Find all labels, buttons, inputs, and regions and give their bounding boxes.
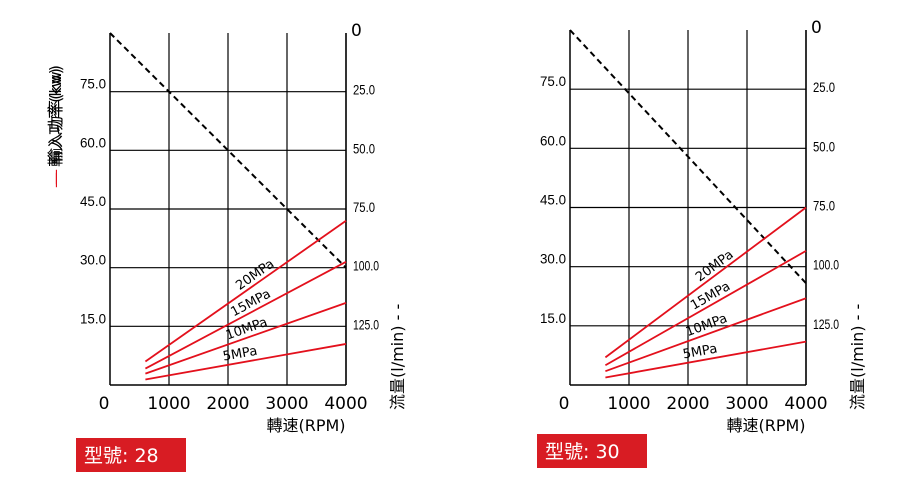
y-right-tick-label: 25.0 <box>353 82 375 98</box>
power-curve-5MPa <box>145 343 347 381</box>
y-left-axis-title: — 輸入功率(kw) <box>46 65 65 185</box>
y-right-axis-title: 流量(l/min) - - <box>848 304 867 410</box>
power-curve-10MPa <box>605 297 807 373</box>
y-right-tick-label: 0 <box>351 21 362 41</box>
model-badge-text: 型號: 30 <box>545 441 620 463</box>
y-right-axis-title-text: 流量(l/min) <box>388 320 407 410</box>
x-tick-label: 4000 <box>324 394 367 414</box>
y-left-axis-title-text: 輸入功率(kw) <box>46 65 65 164</box>
y-right-tick-label: 75.0 <box>813 198 835 214</box>
y-right-axis-title: 流量(l/min) - - <box>388 304 407 410</box>
y-right-tick-label: 0 <box>811 18 822 38</box>
y-right-axis-title-text: 流量(l/min) <box>848 320 867 410</box>
x-tick-label: 3000 <box>265 394 308 414</box>
x-tick-label: 3000 <box>725 394 768 414</box>
y-left-tick-label: 75.0 <box>80 76 106 92</box>
x-tick-label: 1000 <box>607 394 650 414</box>
curve-label-5MPa: 5MPa <box>222 344 259 365</box>
curve-label-5MPa: 5MPa <box>682 342 719 363</box>
y-left-axis-title-text: 輸入功率(kw) <box>46 68 65 167</box>
y-right-tick-label: 125.0 <box>353 316 379 332</box>
y-left-tick-label: 15.0 <box>80 310 106 326</box>
y-left-tick-label: 15.0 <box>540 310 566 326</box>
y-right-tick-label: 100.0 <box>353 258 379 274</box>
y-right-tick-label: 50.0 <box>813 138 835 154</box>
flow-dashed-line <box>109 32 347 269</box>
x-tick-label: 0 <box>559 394 570 414</box>
power-curve-15MPa <box>144 261 347 370</box>
y-right-tick-label: 25.0 <box>813 79 835 95</box>
x-tick-label: 2000 <box>666 394 709 414</box>
curve-label-10MPa: 10MPa <box>684 311 730 340</box>
x-tick-label: 4000 <box>784 394 827 414</box>
model-badge-text: 型號: 28 <box>84 445 159 467</box>
curve-label-10MPa: 10MPa <box>224 315 270 343</box>
power-curve-10MPa <box>145 302 347 375</box>
power-curve-15MPa <box>604 250 807 367</box>
chart-panel-1: 15.0 30.0 45.0 60.0 75.0 0 25.0 50.0 75.0 100.0 12… <box>46 21 407 472</box>
power-curve-5MPa <box>605 340 807 379</box>
y-left-axis-title: — 輸入功率(kw) <box>46 68 65 188</box>
y-right-tick-label: 125.0 <box>813 316 839 332</box>
y-left-tick-label: 30.0 <box>80 252 106 268</box>
power-line-marker: — <box>46 164 65 185</box>
y-right-tick-label: 100.0 <box>813 257 839 273</box>
power-line-marker: — <box>46 167 65 188</box>
flow-dashed-line <box>569 29 807 284</box>
power-curve-20MPa <box>604 206 807 359</box>
y-left-tick-label: 75.0 <box>540 73 566 89</box>
y-left-tick-label: 45.0 <box>540 192 566 208</box>
model-badge <box>76 438 186 472</box>
x-tick-label: 1000 <box>147 394 190 414</box>
y-right-tick-label: 75.0 <box>353 199 375 215</box>
curve-label-15MPa: 15MPa <box>228 287 273 320</box>
x-tick-label: 0 <box>99 394 110 414</box>
y-left-tick-label: 60.0 <box>80 134 106 150</box>
flow-line-marker: - - <box>388 304 407 321</box>
flow-line-marker: - - <box>848 304 867 321</box>
power-curve-20MPa <box>144 219 347 363</box>
curve-label-20MPa: 20MPa <box>233 257 277 294</box>
y-left-tick-label: 45.0 <box>80 193 106 209</box>
x-axis-title: 轉速(RPM) <box>266 416 345 435</box>
y-left-tick-label: 60.0 <box>540 132 566 148</box>
y-left-tick-label: 30.0 <box>540 251 566 267</box>
x-tick-label: 2000 <box>206 394 249 414</box>
model-badge <box>537 434 647 468</box>
x-axis-title: 轉速(RPM) <box>726 416 805 435</box>
y-right-tick-label: 50.0 <box>353 140 375 156</box>
